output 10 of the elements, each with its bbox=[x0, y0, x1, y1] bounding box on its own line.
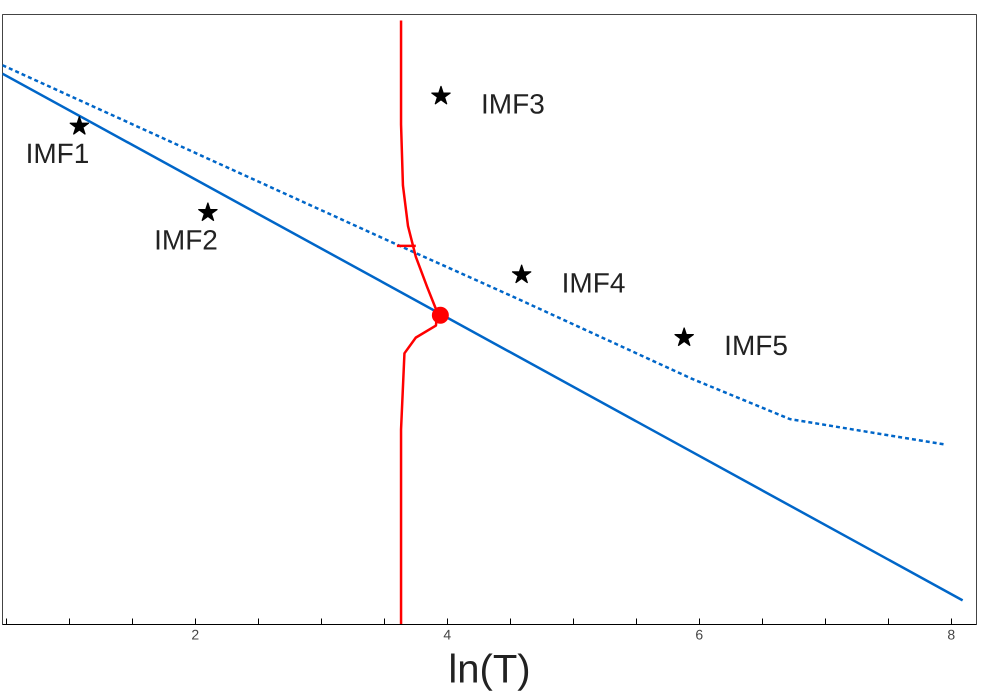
series-label: IMF1 bbox=[26, 138, 90, 170]
x-tick-label: 2 bbox=[191, 626, 200, 642]
series-label: IMF3 bbox=[480, 88, 545, 120]
series-label: IMF4 bbox=[562, 267, 626, 298]
x-tick-label: 8 bbox=[947, 626, 956, 642]
x-tick-label: 6 bbox=[695, 626, 704, 642]
x-tick-label: 4 bbox=[443, 626, 452, 642]
series-label: IMF2 bbox=[154, 224, 218, 256]
x-axis-title: ln(T) bbox=[448, 648, 531, 692]
series-label: IMF5 bbox=[724, 330, 788, 362]
